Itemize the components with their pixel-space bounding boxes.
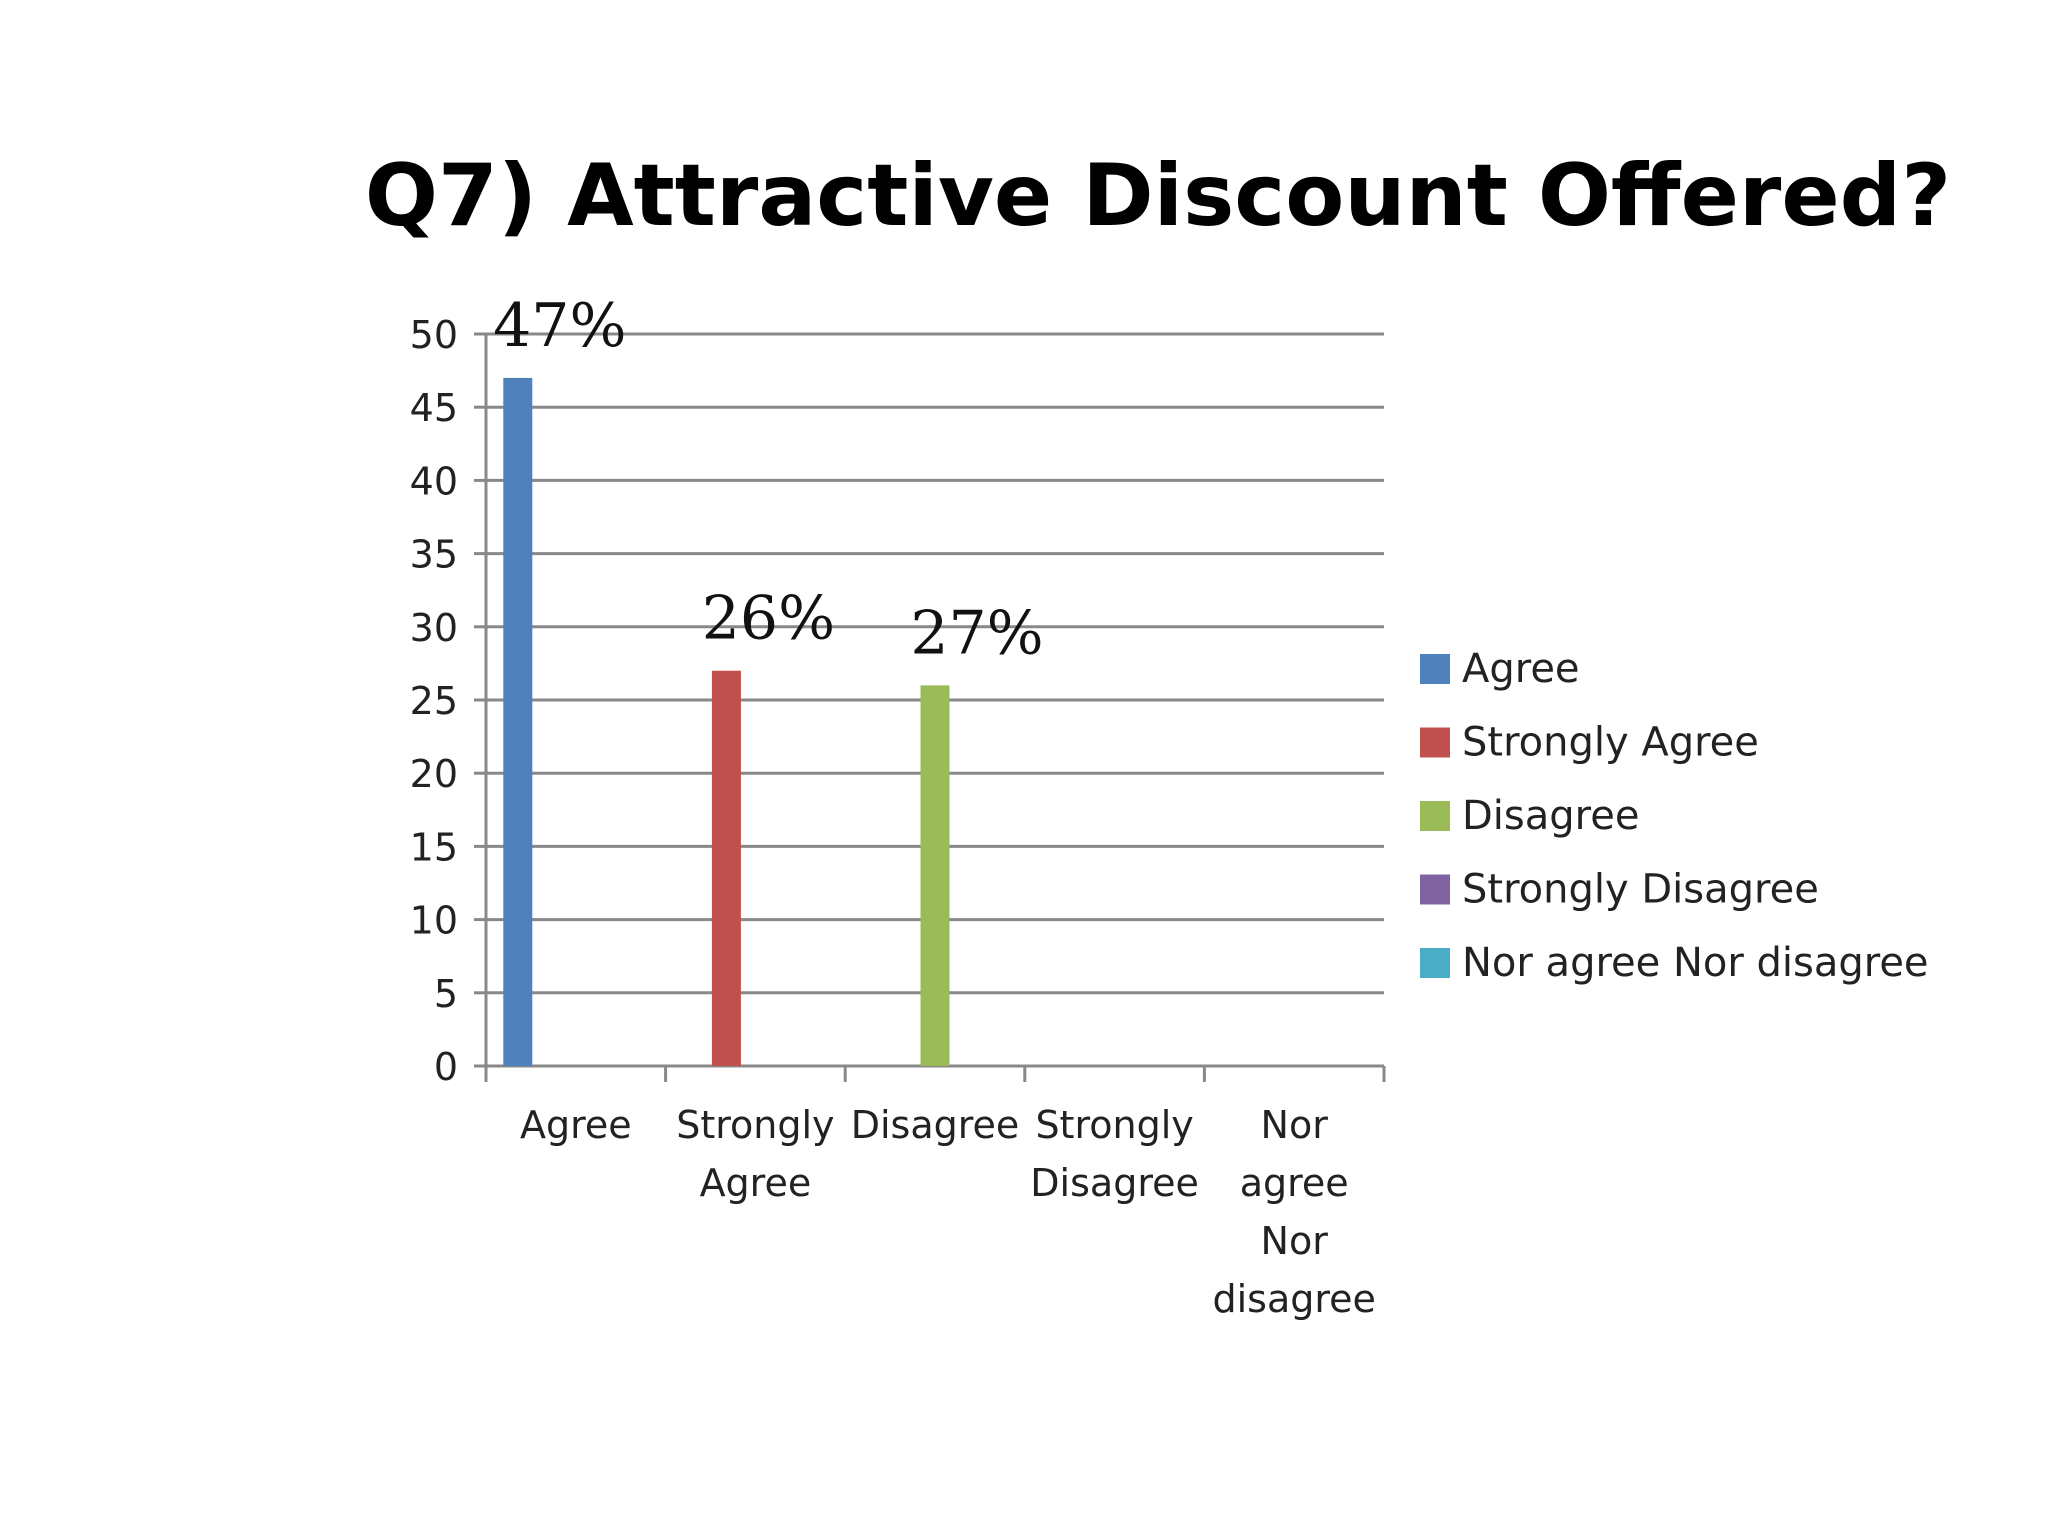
y-tick-label: 45 (410, 386, 458, 430)
x-category-label: Disagree (851, 1103, 1020, 1147)
legend-swatch (1420, 654, 1450, 684)
legend-swatch (1420, 874, 1450, 905)
y-tick-label: 50 (410, 313, 458, 357)
bar-strongly-agree (711, 670, 741, 1066)
x-category-label-line: Nor (1261, 1103, 1329, 1147)
legend-swatch (1420, 727, 1450, 758)
x-category-label-line: Disagree (851, 1103, 1020, 1147)
x-category-label-line: Nor (1261, 1219, 1329, 1263)
legend: Agree Strongly Agree Disagree Strongly Disa… (1420, 646, 1929, 986)
y-tick-label: 0 (434, 1045, 458, 1089)
legend-label: Strongly Agree (1462, 720, 1759, 766)
x-category-label-line: Agree (700, 1161, 812, 1205)
y-tick-label: 20 (410, 752, 458, 796)
legend-swatch (1420, 801, 1450, 831)
x-category-label-line: Agree (520, 1103, 632, 1147)
x-category-label-line: Disagree (1030, 1161, 1199, 1205)
y-tick-label: 35 (410, 533, 458, 577)
y-tick-label: 30 (410, 606, 458, 650)
data-label: 27% (910, 598, 1043, 668)
bar-disagree (920, 685, 950, 1066)
x-category-label: Strongly Agree (676, 1103, 834, 1205)
x-category-label: Agree (520, 1103, 632, 1147)
x-category-label-line: agree (1240, 1161, 1349, 1205)
x-category-label: Nor agree Nor disagree (1212, 1103, 1375, 1321)
y-tick-label: 25 (410, 679, 458, 723)
x-category-label: Strongly Disagree (1030, 1103, 1199, 1205)
legend-swatch (1420, 948, 1450, 978)
y-tick-label: 5 (434, 972, 458, 1016)
legend-label: Nor agree Nor disagree (1462, 940, 1929, 986)
data-labels: 47% 26% 27% (493, 291, 1044, 668)
x-category-label-line: Strongly (1035, 1103, 1193, 1147)
bar-agree (503, 377, 533, 1066)
bars (503, 377, 950, 1066)
x-category-label-line: disagree (1212, 1277, 1375, 1321)
data-label: 26% (702, 584, 835, 654)
y-tick-label: 15 (410, 825, 458, 869)
legend-label: Agree (1462, 646, 1580, 692)
legend-label: Strongly Disagree (1462, 867, 1819, 913)
axes: 0 5 10 15 20 25 30 35 40 45 50 Agree Strongly Agree Di… (410, 313, 1386, 1321)
y-tick-label: 10 (410, 899, 458, 943)
y-tick-label: 40 (410, 459, 458, 503)
chart-title: Q7) Attractive Discount Offered? (365, 146, 1951, 246)
legend-label: Disagree (1462, 793, 1639, 839)
x-category-label-line: Strongly (676, 1103, 834, 1147)
data-label: 47% (493, 291, 626, 361)
